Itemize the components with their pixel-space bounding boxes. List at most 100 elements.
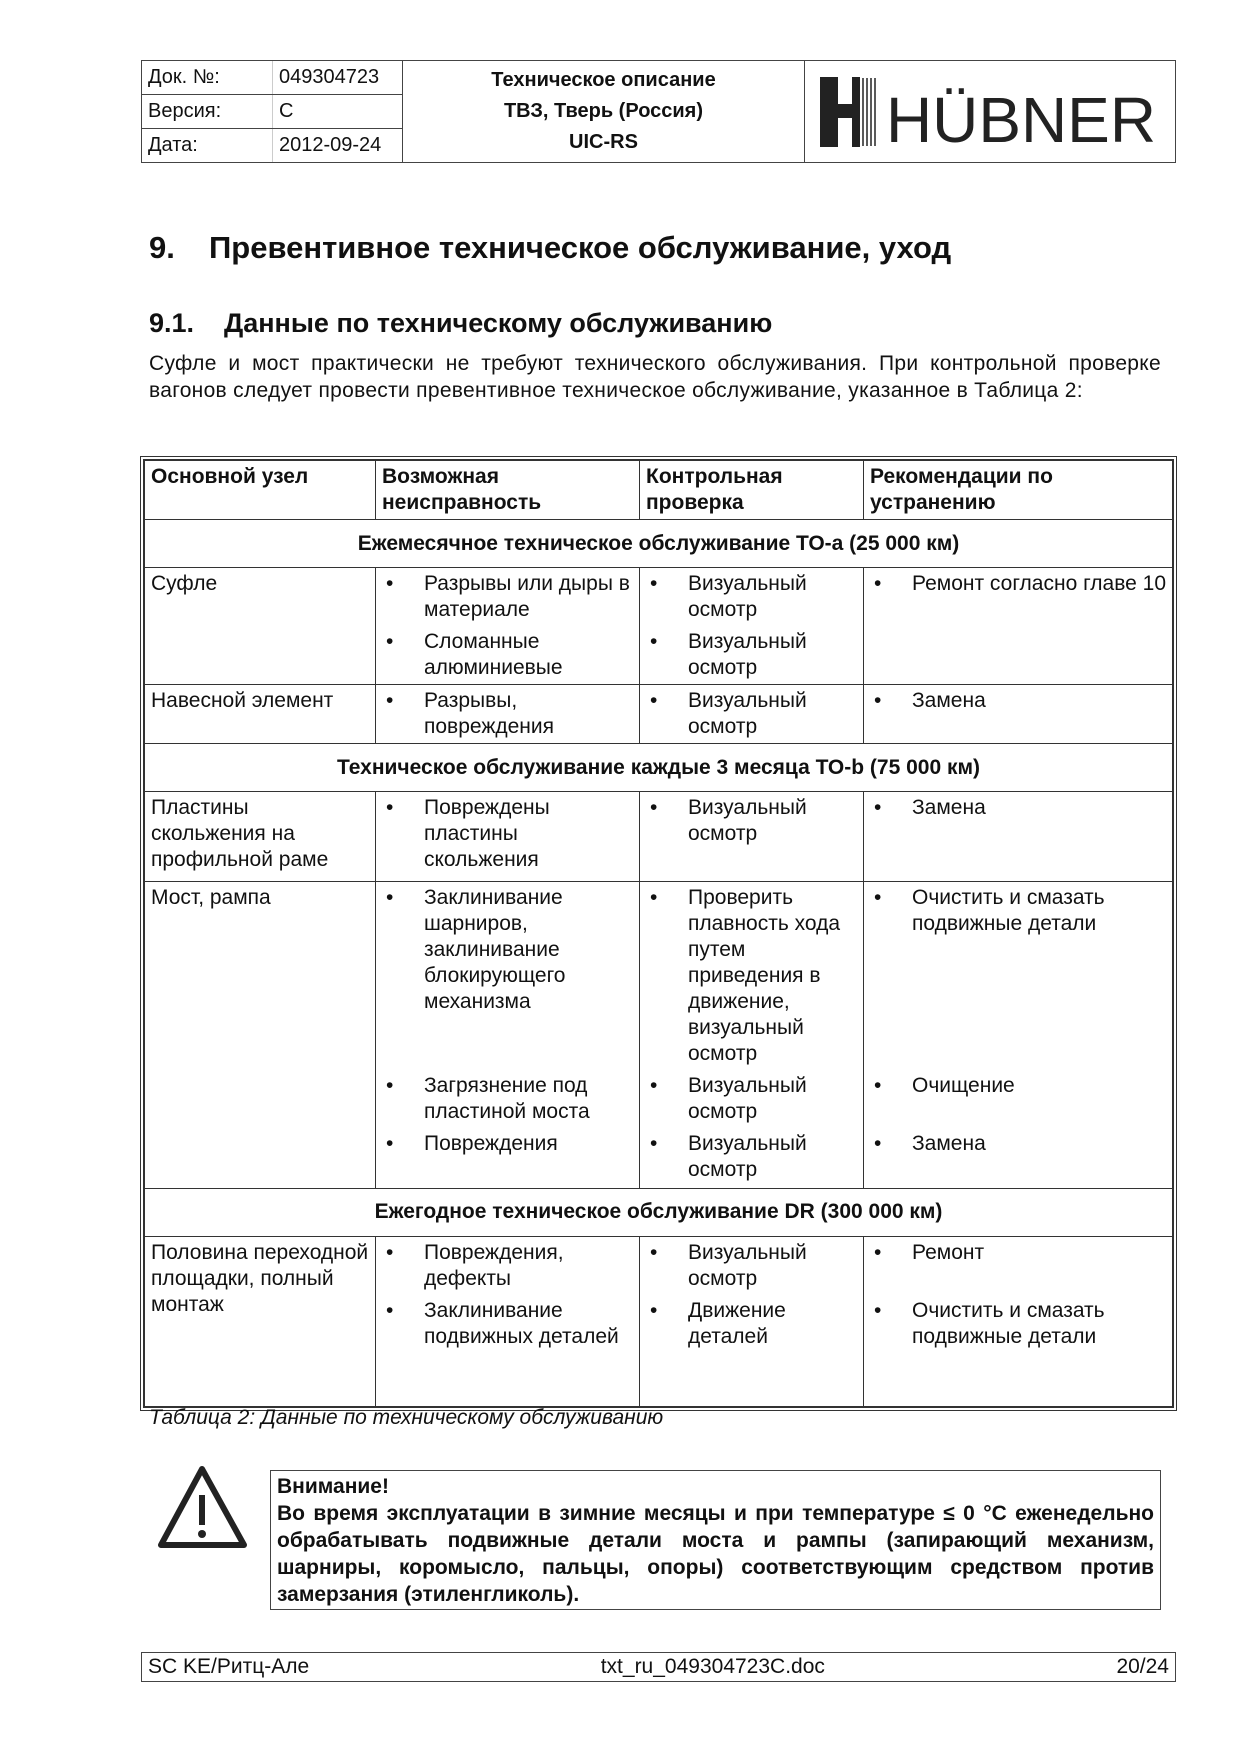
fix-text: Замена [912, 796, 986, 819]
warning-triangle-icon [158, 1466, 247, 1548]
bullet-icon: • [386, 796, 394, 819]
check-cell: • Визуальный осмотр [639, 791, 864, 882]
fault-text: Разрывы или дыры в материале [424, 572, 630, 621]
check-text: Визуальный осмотр [688, 1132, 807, 1181]
warning-title: Внимание! [277, 1475, 389, 1498]
bullet-icon: • [386, 630, 394, 653]
fix-text: Замена [912, 689, 986, 712]
fault-cell: • Разрывы или дыры в материале [375, 567, 640, 626]
maintenance-interval-heading: Ежемесячное техническое обслуживание ТО-… [144, 519, 1173, 568]
fix-cell: • Очистить и смазать подвижные детали [863, 881, 1173, 1070]
table-row: Суфле • Разрывы или дыры в материале • Визуа… [144, 567, 1173, 685]
bullet-icon: • [874, 796, 882, 819]
document-header: Док. №: 049304723 Версия: C Дата: 2012-09-2… [141, 60, 1176, 163]
fault-cell: • Сломанные алюминиевые [375, 626, 640, 685]
check-cell: • Визуальный осмотр [639, 1070, 864, 1128]
fault-cell: • Повреждения, дефекты [375, 1236, 640, 1295]
fault-text: Заклинивание шарниров, заклинивание блок… [424, 886, 566, 1013]
check-text: Визуальный осмотр [688, 1240, 807, 1290]
table-row: Навесной элемент • Разрывы, повреждения • Ви… [144, 684, 1173, 744]
bullet-icon: • [874, 1298, 882, 1322]
bullet-icon: • [386, 1298, 394, 1322]
bullet-icon: • [386, 572, 394, 595]
bullet-icon: • [874, 1240, 882, 1264]
maintenance-interval-heading: Ежегодное техническое обслуживание DR (3… [144, 1187, 1173, 1237]
footer-filename: txt_ru_049304723C.doc [600, 1655, 825, 1678]
fix-text: Ремонт [912, 1240, 985, 1264]
fault-cell: • Разрывы, повреждения [375, 684, 640, 744]
check-cell: • Визуальный осмотр [639, 684, 864, 744]
table-row: • Повреждения • Визуальный осмотр • Замена [145, 1128, 1173, 1189]
fix-text: Очищение [912, 1074, 1015, 1097]
component-cell: Навесной элемент [144, 684, 376, 744]
table-row: Мост, рампа • Заклинивание шарниров, закли… [144, 881, 1173, 1189]
date-value: 2012-09-24 [279, 134, 382, 156]
fix-cell: • Ремонт [863, 1236, 1173, 1295]
fix-text: Очистить и смазать подвижные детали [912, 1298, 1105, 1348]
header-title-1: Техническое описание [491, 69, 716, 91]
bullet-icon: • [874, 886, 882, 909]
check-text: Проверить плавность хода путем приведени… [688, 886, 841, 1065]
bullet-icon: • [650, 1074, 658, 1097]
bullet-icon: • [386, 1132, 394, 1155]
bullet-icon: • [650, 689, 658, 712]
fault-text: Сломанные алюминиевые [424, 630, 563, 679]
check-cell: • Визуальный осмотр [639, 567, 864, 626]
fault-cell: • Заклинивание подвижных деталей [375, 1294, 640, 1407]
fault-text: Повреждены пластины скольжения [424, 796, 550, 871]
fault-cell: • Повреждения [375, 1128, 640, 1189]
footer-author: SC KE/Ритц-Але [148, 1655, 310, 1678]
date-label: Дата: [142, 129, 273, 162]
page-footer: SC KE/Ритц-Але txt_ru_049304723C.doc 20/… [141, 1652, 1176, 1682]
fix-cell: • Ремонт согласно главе 10 [863, 567, 1173, 626]
check-cell: • Визуальный осмотр [639, 1128, 864, 1189]
bullet-icon: • [650, 796, 658, 819]
fix-cell: • Очищение [863, 1070, 1173, 1128]
fix-cell: • Замена [863, 791, 1173, 882]
fix-text: Очистить и смазать подвижные детали [912, 886, 1105, 935]
bullet-icon: • [650, 1240, 658, 1264]
fault-cell: • Заклинивание шарниров, заклинивание бло… [375, 881, 640, 1070]
fault-text: Повреждения, дефекты [424, 1240, 564, 1290]
fix-cell [863, 626, 1173, 685]
fix-cell: • Очистить и смазать подвижные детали [863, 1294, 1173, 1407]
check-text: Визуальный осмотр [688, 572, 807, 621]
bullet-icon: • [650, 572, 658, 595]
table-caption: Таблица 2: Данные по техническому обслуж… [149, 1406, 664, 1429]
column-header: Возможная неисправность [375, 460, 640, 520]
check-text: Визуальный осмотр [688, 689, 807, 738]
bullet-icon: • [874, 572, 882, 595]
svg-text:HÜBNER: HÜBNER [886, 84, 1156, 152]
warning-box: Внимание! Во время эксплуатации в зимние… [270, 1470, 1161, 1610]
component-cell: Половина переходной площадки, полный мон… [144, 1235, 376, 1407]
fix-cell: • Замена [863, 1128, 1173, 1189]
check-cell: • Движение деталей [639, 1294, 864, 1407]
bullet-icon: • [386, 886, 394, 909]
bullet-icon: • [650, 630, 658, 653]
component-cell: Суфле [144, 567, 376, 685]
bullet-icon: • [386, 1074, 394, 1097]
hubner-logo: HÜBNER [805, 61, 1175, 162]
table-row: • Сломанные алюминиевые • Визуальный осмотр [145, 626, 1173, 685]
header-title-2: ТВЗ, Тверь (Россия) [503, 100, 704, 122]
bullet-icon: • [650, 1298, 658, 1322]
fix-cell: • Замена [863, 684, 1173, 744]
maintenance-interval-heading: Техническое обслуживание каждые 3 месяца… [144, 743, 1173, 792]
fix-text: Замена [912, 1132, 986, 1155]
column-header: Основной узел [144, 460, 376, 520]
subsection-heading: 9.1. Данные по техническому обслуживанию [149, 308, 773, 338]
check-text: Визуальный осмотр [688, 796, 807, 845]
fault-cell: • Повреждены пластины скольжения [375, 791, 640, 882]
bullet-icon: • [386, 689, 394, 712]
intro-paragraph: Суфле и мост практически не требуют техн… [149, 352, 1161, 402]
header-title-3: UIC-RS [569, 131, 638, 153]
footer-page: 20/24 [1116, 1655, 1169, 1678]
fault-text: Повреждения [424, 1132, 558, 1155]
bullet-icon: • [650, 886, 658, 909]
maintenance-table: Основной узел Возможная неисправность Ко… [140, 456, 1177, 1411]
bullet-icon: • [874, 689, 882, 712]
version-label: Версия: [142, 95, 273, 128]
bullet-icon: • [650, 1132, 658, 1155]
component-cell: Пластины скольжения на профильной раме [144, 791, 376, 882]
section-heading: 9. Превентивное техническое обслуживание,… [149, 230, 952, 265]
